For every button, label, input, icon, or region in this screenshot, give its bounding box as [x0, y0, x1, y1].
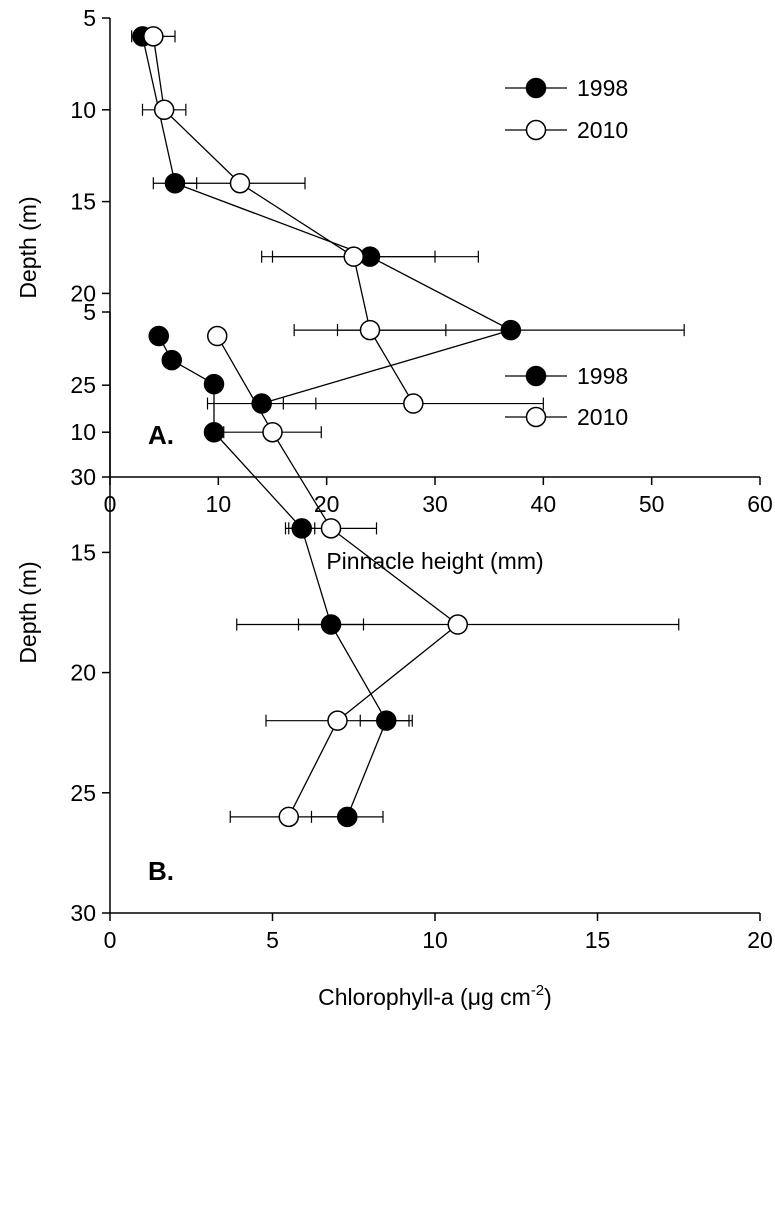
legend-marker-1998: [525, 365, 547, 387]
legend-label-2010: 2010: [577, 404, 628, 430]
series-1998-point: [203, 373, 225, 395]
x-tick-label: 15: [585, 927, 611, 953]
y-tick-label: 5: [83, 5, 96, 31]
y-tick-label: 5: [83, 299, 96, 325]
x-tick-label: 20: [747, 927, 773, 953]
x-tick-label: 60: [747, 491, 773, 517]
y-tick-label: 25: [70, 372, 96, 398]
x-tick-label: 50: [639, 491, 665, 517]
chart-panel-b: 5 10 15 20 25 30 0 5 10 15 20 Depth (m) Chlorophyll-…: [15, 299, 773, 1010]
y-tick-label: 30: [70, 900, 96, 926]
series-1998-line: [158, 335, 387, 818]
x-tick-label: 10: [206, 491, 232, 517]
series-2010-point: [153, 99, 175, 121]
y-tick-label: 10: [70, 419, 96, 445]
series-1998-point: [148, 325, 169, 347]
y-tick-label: 10: [70, 97, 96, 123]
legend-label-1998: 1998: [577, 363, 628, 389]
y-tick-label: 15: [70, 189, 96, 215]
y-axis-title: Depth (m): [15, 196, 41, 298]
legend-label-2010: 2010: [577, 117, 628, 143]
x-tick-label: 40: [531, 491, 557, 517]
panel-label: A.: [148, 420, 174, 450]
legend-marker-1998: [525, 77, 547, 99]
series-2010-point: [327, 710, 348, 731]
legend-label-1998: 1998: [577, 75, 628, 101]
y-tick-label: 30: [70, 464, 96, 490]
x-tick-label: 10: [422, 927, 448, 953]
y-tick-label: 20: [70, 660, 96, 686]
y-axis-title: Depth (m): [15, 561, 41, 663]
panel-label: B.: [148, 856, 174, 886]
legend: 1998 2010: [505, 75, 628, 143]
y-tick-label: 25: [70, 780, 96, 806]
x-axis-title: Pinnacle height (mm): [326, 548, 543, 574]
y-tick-label: 15: [70, 539, 96, 565]
series-2010-point: [262, 421, 283, 443]
series-2010-line: [152, 36, 414, 404]
series-2010-point: [403, 393, 424, 414]
series-1998-point: [500, 319, 522, 341]
y-tick-label: 20: [70, 280, 96, 306]
series-2010-point: [359, 319, 381, 341]
x-axis-title: Chlorophyll-a (μg cm-2): [318, 982, 552, 1010]
series-2010-line: [216, 335, 459, 818]
series-2010-point: [447, 614, 468, 635]
series-2010-point: [343, 246, 364, 267]
series-1998-point: [161, 349, 182, 371]
legend-marker-2010: [525, 406, 547, 428]
legend: 1998 2010: [505, 363, 628, 430]
series-2010-point: [207, 325, 228, 347]
series-1998-point: [251, 393, 272, 414]
series-2010-point: [278, 806, 299, 828]
series-1998-point: [203, 421, 225, 443]
series-2010-point: [229, 172, 251, 194]
series-1998-line: [141, 36, 513, 405]
x-tick-label: 20: [314, 491, 340, 517]
x-tick-label: 30: [422, 491, 448, 517]
series-2010-point: [143, 26, 164, 47]
x-tick-label: 5: [266, 927, 279, 953]
series-2010-point: [320, 518, 342, 539]
legend-marker-2010: [525, 119, 547, 141]
x-tick-label: 0: [104, 927, 117, 953]
